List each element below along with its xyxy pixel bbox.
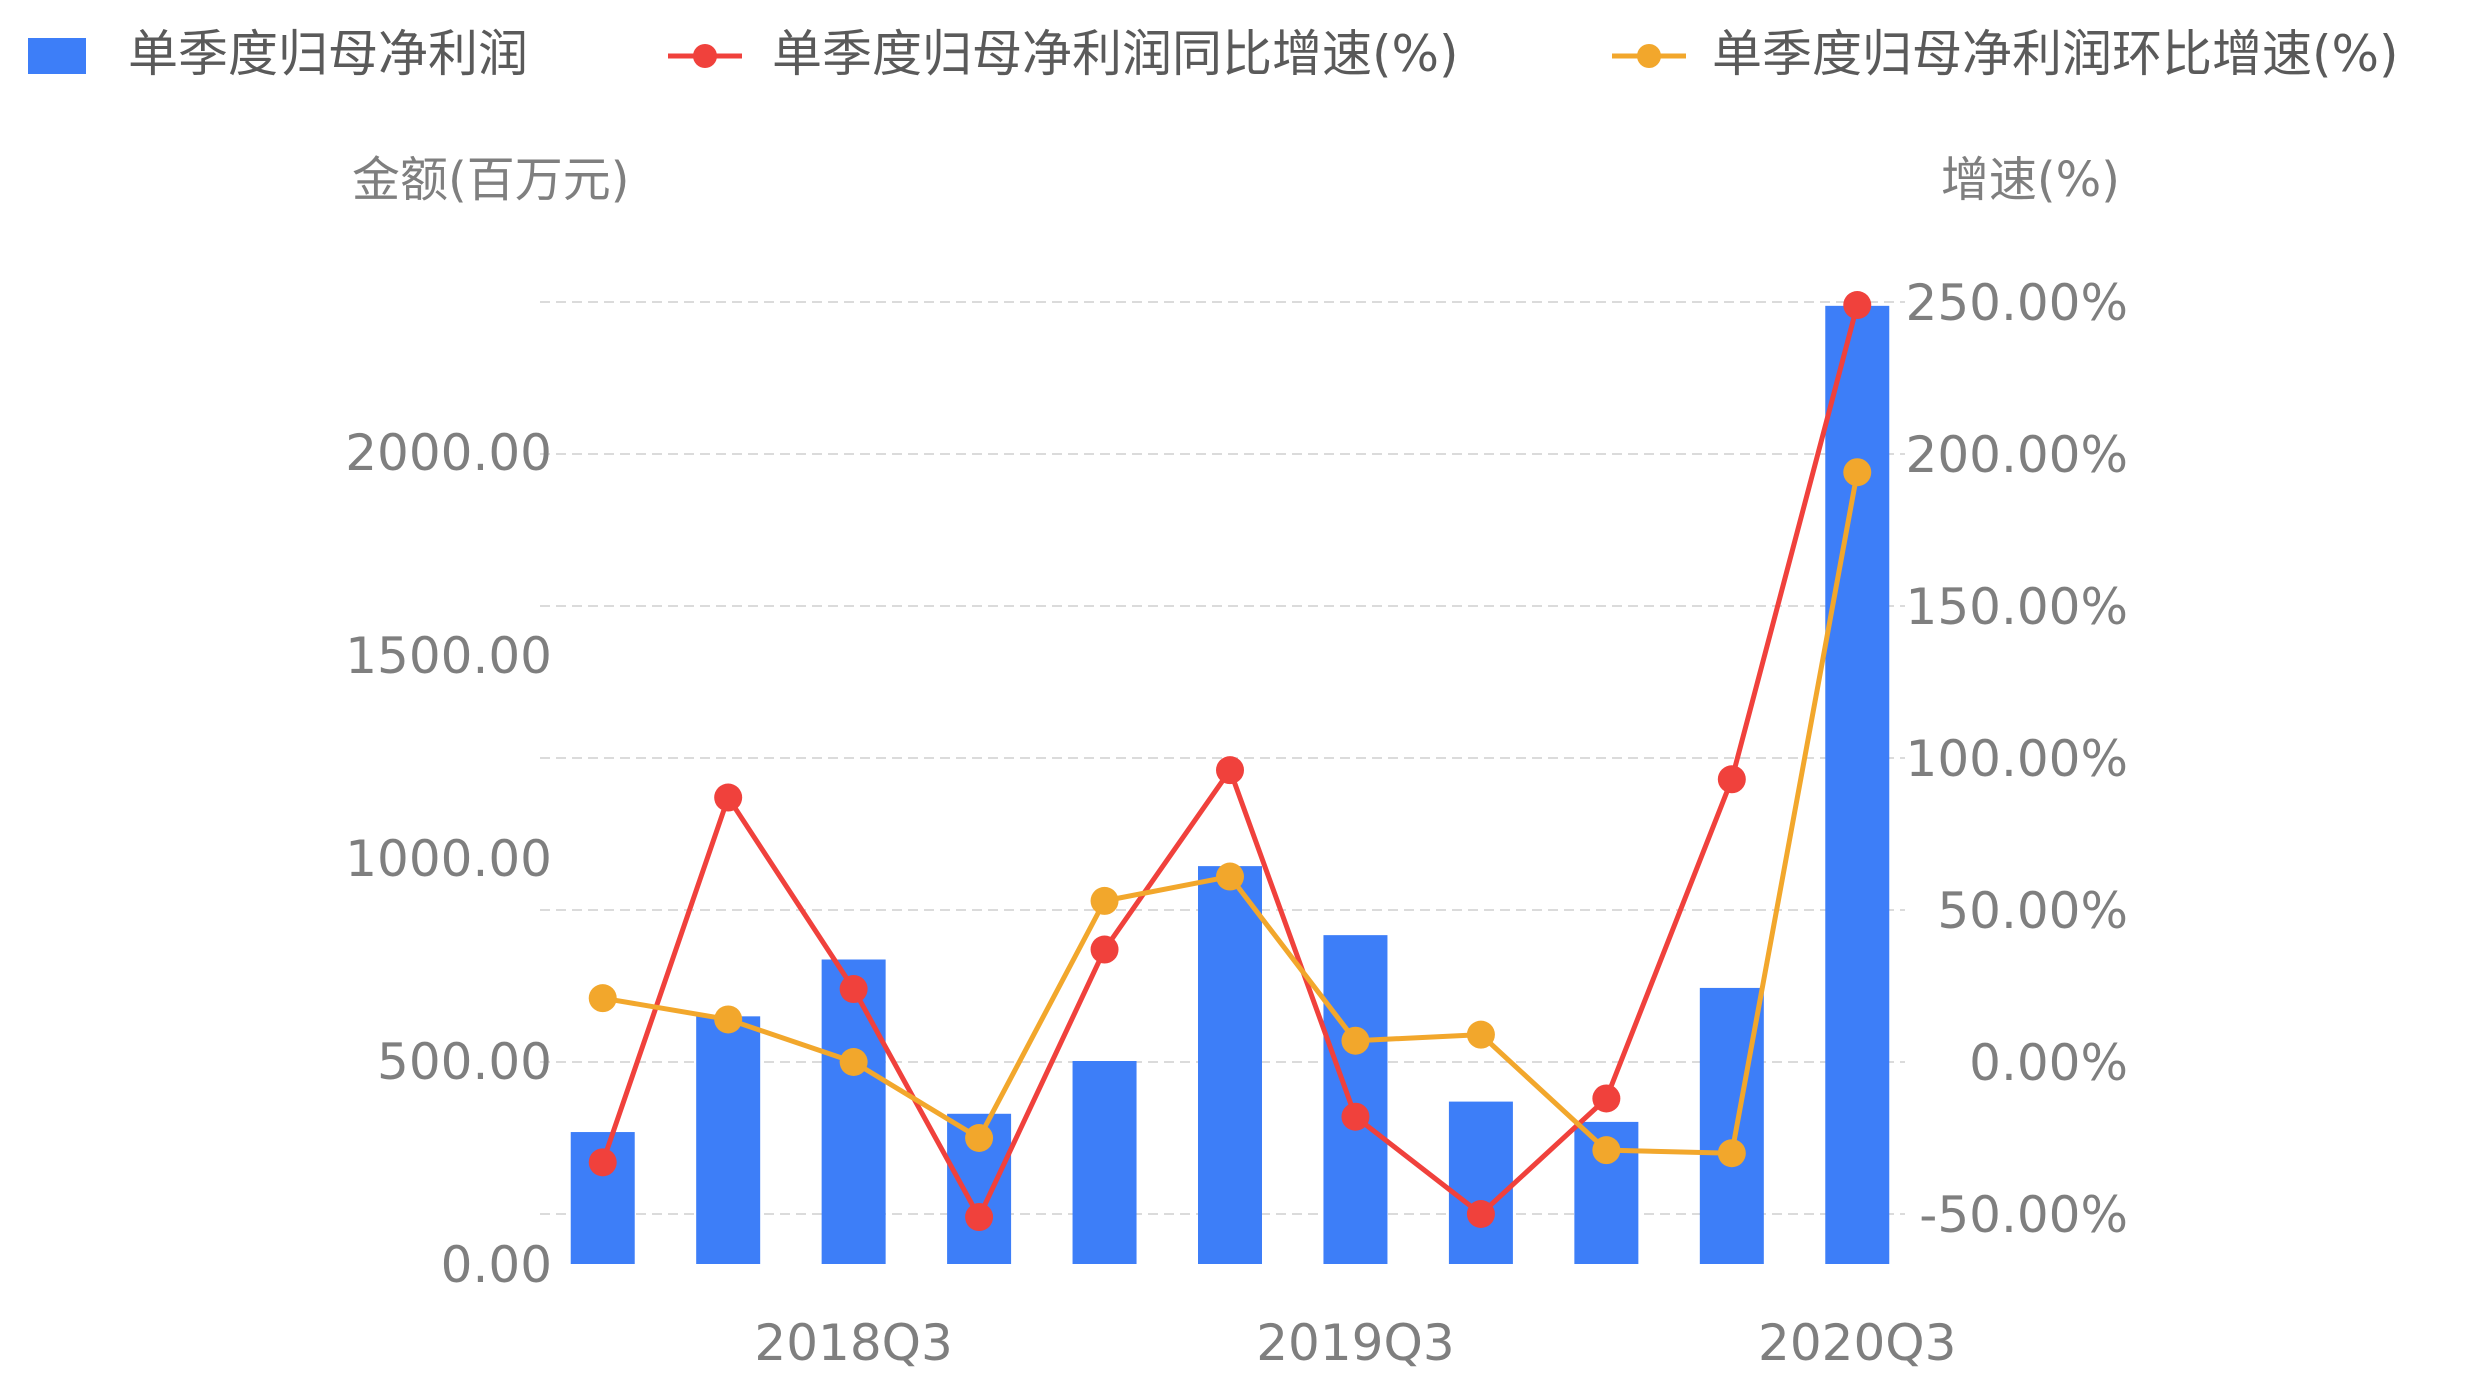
- point-yoy-growth[interactable]: [1592, 1084, 1621, 1113]
- legend-label-net-profit: 单季度归母净利润: [128, 25, 528, 83]
- point-qoq-growth[interactable]: [1717, 1139, 1746, 1168]
- right-tick-label: 50.00%: [1937, 882, 2128, 940]
- bar-net-profit[interactable]: [1323, 935, 1388, 1264]
- legend-item-net-profit[interactable]: 单季度归母净利润: [28, 25, 528, 83]
- left-tick-label: 1500.00: [345, 627, 552, 685]
- left-axis-ticks: 0.00 500.00 1000.00 1500.00 2000.00: [345, 424, 552, 1294]
- point-qoq-growth[interactable]: [714, 1005, 743, 1034]
- point-qoq-growth[interactable]: [1341, 1026, 1370, 1055]
- point-qoq-growth[interactable]: [1843, 458, 1872, 487]
- bar-net-profit[interactable]: [1198, 866, 1262, 1264]
- point-yoy-growth[interactable]: [965, 1203, 994, 1232]
- bar-net-profit[interactable]: [1072, 1061, 1137, 1264]
- point-yoy-growth[interactable]: [1341, 1102, 1370, 1131]
- point-yoy-growth[interactable]: [1090, 935, 1119, 964]
- point-qoq-growth[interactable]: [588, 984, 617, 1013]
- x-tick-label: 2018Q3: [754, 1314, 952, 1372]
- left-tick-label: 2000.00: [345, 424, 552, 482]
- point-yoy-growth[interactable]: [714, 783, 743, 812]
- point-qoq-growth[interactable]: [1466, 1020, 1495, 1049]
- legend-marker-yoy-growth: [693, 44, 717, 68]
- right-axis-title: 增速(%): [1941, 152, 2120, 208]
- point-qoq-growth[interactable]: [1592, 1136, 1621, 1165]
- legend: 单季度归母净利润 单季度归母净利润同比增速(%) 单季度归母净利润环比增速(%): [28, 25, 2399, 83]
- point-qoq-growth[interactable]: [965, 1124, 994, 1152]
- legend-label-yoy-growth: 单季度归母净利润同比增速(%): [772, 25, 1459, 83]
- legend-marker-qoq-growth: [1637, 44, 1661, 68]
- left-tick-label: 1000.00: [345, 830, 552, 888]
- point-yoy-growth[interactable]: [1843, 291, 1872, 320]
- point-yoy-growth[interactable]: [839, 975, 868, 1004]
- point-qoq-growth[interactable]: [1216, 862, 1244, 891]
- point-yoy-growth[interactable]: [1216, 756, 1244, 785]
- right-tick-label: -50.00%: [1919, 1186, 2128, 1244]
- point-yoy-growth[interactable]: [1717, 765, 1746, 794]
- right-tick-label: 250.00%: [1906, 274, 2128, 332]
- point-yoy-growth[interactable]: [588, 1148, 617, 1177]
- growth-lines: [588, 291, 1872, 1232]
- bar-net-profit[interactable]: [1448, 1101, 1513, 1264]
- legend-label-qoq-growth: 单季度归母净利润环比增速(%): [1712, 25, 2399, 83]
- right-tick-label: 150.00%: [1906, 578, 2128, 636]
- left-axis-title: 金额(百万元): [352, 152, 629, 208]
- legend-item-qoq-growth[interactable]: 单季度归母净利润环比增速(%): [1612, 25, 2399, 83]
- legend-item-yoy-growth[interactable]: 单季度归母净利润同比增速(%): [668, 25, 1459, 83]
- gridlines: [540, 301, 1905, 1215]
- right-tick-label: 100.00%: [1906, 730, 2128, 788]
- right-tick-label: 0.00%: [1969, 1034, 2128, 1092]
- point-qoq-growth[interactable]: [1090, 886, 1119, 915]
- right-tick-label: 200.00%: [1906, 426, 2128, 484]
- point-yoy-growth[interactable]: [1466, 1200, 1495, 1228]
- bars: [570, 305, 1890, 1265]
- x-axis-ticks: 2018Q3 2019Q3 2020Q3: [754, 1314, 1956, 1372]
- bar-net-profit[interactable]: [696, 1016, 761, 1264]
- x-tick-label: 2020Q3: [1758, 1314, 1956, 1372]
- left-tick-label: 0.00: [441, 1236, 552, 1294]
- point-qoq-growth[interactable]: [839, 1048, 868, 1076]
- bar-net-profit[interactable]: [1825, 305, 1890, 1265]
- x-tick-label: 2019Q3: [1256, 1314, 1454, 1372]
- right-axis-ticks: -50.00% 0.00% 50.00% 100.00% 150.00% 200.00% 2…: [1906, 274, 2128, 1244]
- legend-swatch-net-profit: [28, 38, 86, 74]
- left-tick-label: 500.00: [377, 1033, 552, 1091]
- bar-net-profit[interactable]: [821, 959, 886, 1265]
